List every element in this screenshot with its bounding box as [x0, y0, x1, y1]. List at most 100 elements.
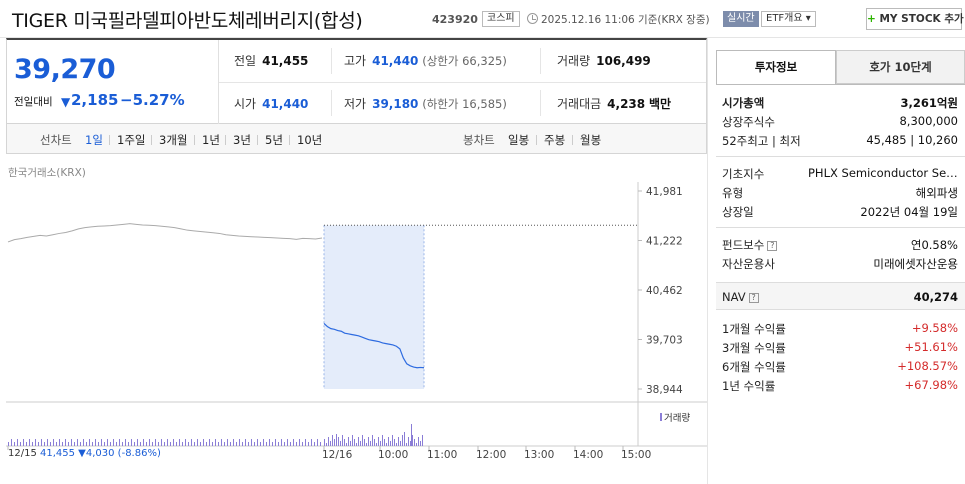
volume-bar [302, 442, 303, 446]
volume-bar [170, 442, 171, 446]
price-chart[interactable]: 41,981 41,222 40,462 39,703 38,944 12/16 10:0… [6, 154, 707, 484]
volume-bar [254, 442, 255, 446]
volume-bar [41, 439, 42, 446]
volume-bar [411, 424, 412, 446]
volume-bar [296, 442, 297, 446]
amount-stat: 거래대금 4,238 백만 [557, 97, 672, 111]
volume-bar [364, 439, 365, 446]
volume-bar [50, 442, 51, 446]
clock-icon [527, 13, 538, 24]
volume-bar [59, 439, 60, 446]
prev-day-line [7, 223, 323, 243]
etf-overview-dropdown[interactable]: ETF개요 ▾ [761, 11, 816, 27]
volume-bar [269, 439, 270, 446]
x-tick-label: 12/16 [322, 449, 353, 461]
volume-bar [239, 439, 240, 446]
volume-bar [179, 439, 180, 446]
volume-bar [348, 437, 349, 446]
volume-bar [206, 442, 207, 446]
volume-bar [113, 439, 114, 446]
volume-bar [47, 439, 48, 446]
period-1w[interactable]: 1주일 [117, 133, 146, 147]
volume-bar [167, 439, 168, 446]
x-tick-label: 10:00 [378, 449, 408, 461]
volume-bar [128, 442, 129, 446]
panel-divider [707, 38, 708, 484]
volume-bar [272, 442, 273, 446]
volume-bar [324, 439, 325, 446]
volume-bar [92, 442, 93, 446]
volume-bar [140, 442, 141, 446]
volume-bar [422, 435, 423, 446]
volume-bar [14, 442, 15, 446]
change-label: 전일대비 [14, 96, 53, 108]
volume-bar [95, 439, 96, 446]
volume-bar [32, 442, 33, 446]
volume-bar [372, 435, 373, 446]
period-10y[interactable]: 10년 [297, 133, 323, 147]
volume-bar [182, 442, 183, 446]
volume-bar [368, 437, 369, 446]
help-icon[interactable]: ? [767, 241, 778, 251]
volume-bar [131, 439, 132, 446]
volume-bar [26, 442, 27, 446]
volume-bar [125, 439, 126, 446]
y-tick-label: 39,703 [646, 335, 683, 347]
volume-bar [354, 439, 355, 446]
volume-bar [176, 442, 177, 446]
volume-bar [418, 437, 419, 446]
tab-order-book[interactable]: 호가 10단계 [836, 50, 965, 84]
volume-bar [340, 441, 341, 446]
volume-bar [107, 439, 108, 446]
volume-bar [200, 442, 201, 446]
candle-chart-label: 봉차트 [463, 133, 495, 147]
volume-bar [74, 442, 75, 446]
volume-bar [137, 439, 138, 446]
volume-bar [191, 439, 192, 446]
add-my-stock-button[interactable]: + MY STOCK 추가 [866, 8, 964, 30]
price-summary: 39,270 전일대비 ▼ 2,185 −5.27% 전일 41,455 고가 41… [6, 38, 707, 124]
volume-bar [392, 435, 393, 446]
volume-bar [376, 443, 377, 446]
volume-bar [406, 443, 407, 446]
nav-box: NAV? 40,274 [716, 282, 965, 310]
period-3m[interactable]: 3개월 [159, 133, 188, 147]
timestamp: 2025.12.16 11:06 기준(KRX 장중) [541, 14, 710, 26]
line-chart-label: 선차트 [40, 133, 72, 147]
volume-bar [224, 442, 225, 446]
volume-bar [110, 442, 111, 446]
volume-bar [116, 442, 117, 446]
period-3y[interactable]: 3년 [233, 133, 251, 147]
volume-bar [336, 434, 337, 446]
investment-info-panel: 투자정보 호가 10단계 시가총액 3,261억원 상장주식수 8,300,00… [716, 50, 965, 484]
volume-bar [149, 439, 150, 446]
period-1d[interactable]: 1일 [85, 133, 103, 147]
volume-bar [119, 439, 120, 446]
volume-bar [53, 439, 54, 446]
realtime-button[interactable]: 실시간 [723, 11, 759, 27]
volume-bar [390, 441, 391, 446]
volume-bar [350, 441, 351, 446]
volume-bar [197, 439, 198, 446]
chart-source-label: 한국거래소(KRX) [8, 167, 86, 179]
volume-bar [305, 439, 306, 446]
volume-bar [382, 435, 383, 446]
candle-monthly[interactable]: 월봉 [580, 133, 602, 147]
period-5y[interactable]: 5년 [265, 133, 283, 147]
volume-bar [263, 439, 264, 446]
candle-weekly[interactable]: 주봉 [544, 133, 566, 147]
period-1y[interactable]: 1년 [202, 133, 220, 147]
volume-bar [287, 439, 288, 446]
candle-daily[interactable]: 일봉 [508, 133, 530, 147]
x-tick-label: 12:00 [476, 449, 506, 461]
x-tick-label: 13:00 [524, 449, 554, 461]
volume-bar [311, 439, 312, 446]
volume-bar [242, 442, 243, 446]
volume-bar [257, 439, 258, 446]
volume-bar [152, 442, 153, 446]
tab-investment-info[interactable]: 투자정보 [716, 50, 836, 84]
volume-bar [38, 442, 39, 446]
volume-bar [330, 441, 331, 446]
volume-bar [299, 439, 300, 446]
help-icon[interactable]: ? [748, 293, 759, 303]
